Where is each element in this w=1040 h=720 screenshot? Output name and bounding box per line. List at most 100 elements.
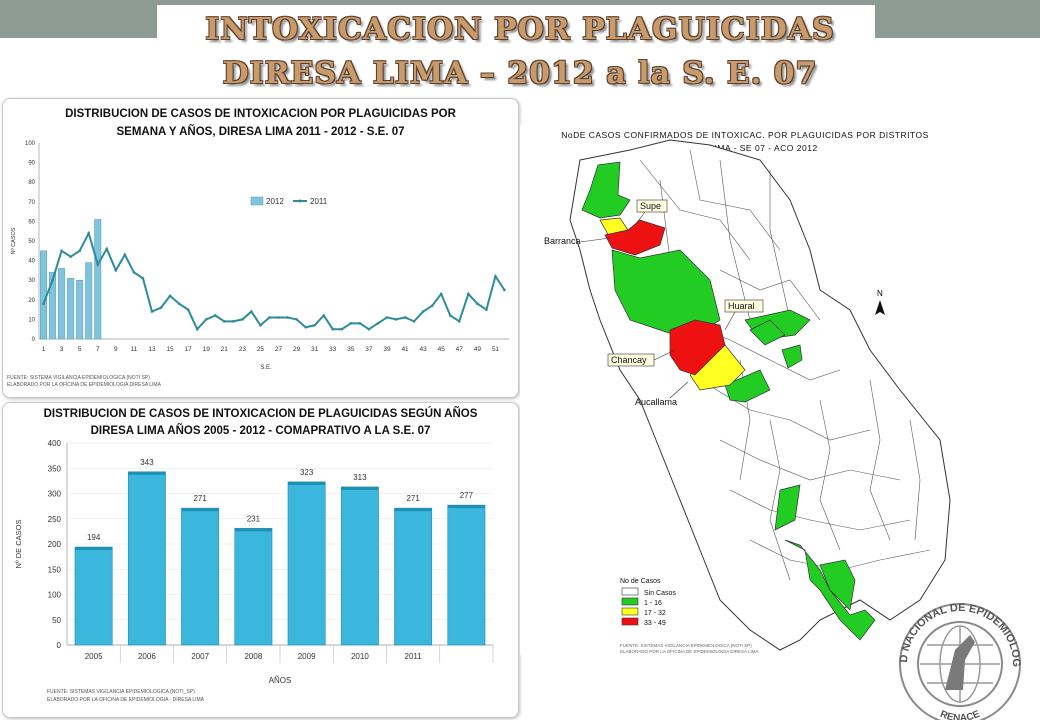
point-2011 (403, 316, 407, 319)
point-2011 (494, 274, 497, 278)
map-source: FUENTE: SISTEMAS VIGILANCIA EPIDEMIOLOGI… (620, 643, 752, 648)
y-tick-label: 0 (57, 641, 62, 650)
point-2011 (457, 320, 461, 323)
bar-2012 (40, 250, 48, 340)
point-2011 (394, 318, 398, 321)
map-label-supe: Supe (640, 201, 661, 211)
point-2011 (349, 322, 353, 325)
map-label-barranca: Barranca (544, 236, 581, 246)
y-tick-label: 50 (28, 239, 35, 245)
point-2011 (204, 318, 208, 321)
point-2011 (60, 249, 63, 253)
x-tick-label: 7 (96, 346, 100, 353)
point-2011 (141, 276, 145, 280)
legend-swatch-2012 (250, 196, 264, 206)
x-tick-label: 2010 (351, 652, 369, 661)
point-2011 (421, 310, 425, 313)
x-tick-label: 2009 (298, 652, 316, 661)
point-2011 (105, 247, 109, 251)
bar-2012 (49, 272, 57, 340)
callout-line-aucallama (669, 381, 689, 399)
y-tick-label: 60 (28, 219, 35, 225)
point-2011 (69, 255, 72, 258)
point-2011 (358, 322, 362, 325)
bar-2012 (58, 268, 66, 340)
x-tick-label: 23 (239, 346, 247, 353)
point-2011 (503, 288, 506, 292)
districts-1-16 (581, 161, 876, 641)
map-label-huaral: Huaral (728, 301, 755, 311)
legend-marker-2011 (298, 199, 302, 203)
point-2011 (476, 302, 479, 306)
point-2011 (367, 327, 371, 331)
point-2011 (168, 294, 172, 298)
y-tick-label: 350 (48, 464, 62, 473)
data-label: 231 (247, 514, 261, 523)
point-2011 (232, 320, 235, 323)
y-tick-label: 250 (48, 515, 62, 524)
north-arrow-icon: N (875, 289, 885, 315)
yearly-chart-title-line1: DISTRIBUCION DE CASOS DE INTOXICACION DE… (43, 408, 478, 420)
weekly-chart-title-line2: SEMANA Y AÑOS, DIRESA LIMA 2011 - 2012 -… (116, 126, 405, 138)
x-tick-label: 17 (185, 346, 193, 353)
bar-top-edge (287, 481, 326, 485)
x-tick-label: 51 (492, 346, 500, 353)
data-label: 323 (300, 468, 314, 477)
legend-label-33-49: 33 - 49 (644, 620, 666, 627)
point-2011 (376, 322, 380, 325)
point-2011 (132, 271, 136, 274)
bar-year (340, 486, 379, 646)
x-tick-label: 2006 (138, 652, 156, 661)
point-2011 (150, 310, 154, 313)
point-2011 (78, 249, 81, 253)
x-tick-label: 35 (347, 346, 355, 353)
map-title-line1: NoDE CASOS CONFIRMADOS DE INTOXICAC. POR… (561, 130, 929, 140)
y-tick-label: 50 (52, 616, 61, 625)
x-tick-label: 2011 (405, 652, 423, 661)
x-axis-label: AÑOS (269, 676, 292, 685)
districts-33-49 (604, 219, 726, 376)
point-2011 (186, 308, 190, 311)
legend-swatch-17-32 (621, 607, 639, 616)
bar-2012 (76, 279, 84, 340)
x-tick-label: 39 (383, 346, 391, 353)
bar-top-edge (447, 505, 486, 509)
bar-2012 (94, 219, 102, 340)
district-map: Supe Barranca Huaral Chancay Aucallama N… (544, 139, 951, 654)
bar-2012 (85, 262, 93, 340)
x-tick-label: 37 (365, 346, 373, 353)
logo-bottom-text: RENACE (938, 709, 981, 720)
point-2011 (222, 320, 226, 323)
weekly-chart-credit: ELABORADO POR LA OFICINA DE EPIDEMIOLOGI… (7, 382, 161, 388)
header-box (157, 5, 875, 38)
legend-swatch-1-16 (621, 597, 639, 606)
district-map-panel: NoDE CASOS CONFIRMADOS DE INTOXICAC. POR… (520, 120, 960, 660)
x-tick-label: 25 (257, 346, 265, 353)
callout-line-supe (634, 211, 646, 226)
point-2011 (340, 327, 344, 331)
data-label: 277 (460, 491, 474, 500)
x-tick-label: 45 (438, 346, 446, 353)
yearly-chart-credit: ELABORADO POR LA OFICINA DE EPIDEMIOLOGI… (47, 697, 204, 703)
bar-top-edge (181, 508, 219, 512)
page-subtitle: DIRESA LIMA – 2012 a la S. E. 07 (222, 56, 818, 91)
weekly-chart-source: FUENTE: SISTEMA VIGILANCIA EPIDEMIOLOGIC… (7, 375, 150, 381)
bar-year (181, 507, 220, 646)
point-2011 (268, 316, 271, 319)
x-tick-label: 47 (456, 346, 464, 353)
y-tick-label: 100 (25, 141, 36, 147)
point-2011 (295, 318, 298, 321)
y-tick-label: 70 (28, 200, 35, 206)
map-label-aucallama: Aucallama (635, 397, 677, 407)
x-tick-label: 5 (78, 346, 82, 353)
point-2011 (412, 320, 416, 323)
data-label: 194 (87, 533, 101, 542)
callout-line-chancay (653, 349, 676, 361)
map-label-chancay: Chancay (611, 355, 647, 365)
page-title: INTOXICACION POR PLAGUICIDAS (205, 12, 835, 47)
x-tick-label: 49 (474, 346, 482, 353)
bar-2012 (67, 277, 75, 340)
map-credit: ELABORADO POR LA OFICINA DE EPIDEMIOLOGI… (620, 649, 759, 654)
